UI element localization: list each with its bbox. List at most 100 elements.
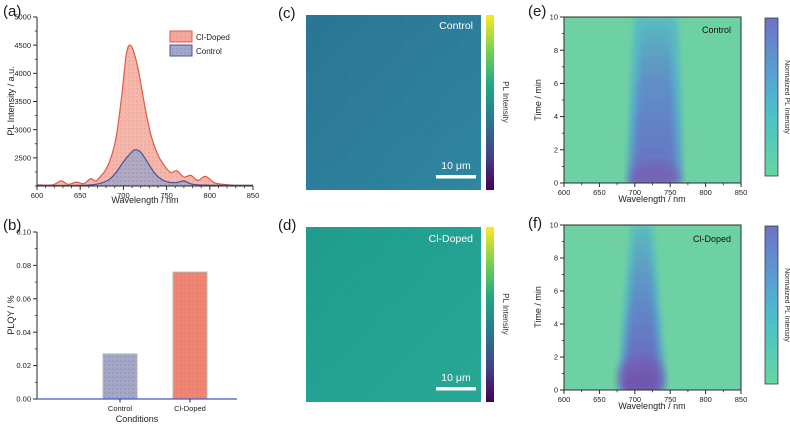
y-tick-label: 4000 bbox=[14, 69, 31, 78]
x-tick-label: 700 bbox=[629, 395, 642, 404]
y-tick-label: 4500 bbox=[14, 41, 31, 50]
scalebar-d-text: 10 μm bbox=[441, 372, 471, 384]
y-tick-label: 6 bbox=[554, 79, 558, 88]
colorbar-c-label: PL Intensity bbox=[501, 81, 510, 123]
y-tick-label: 3500 bbox=[14, 97, 31, 106]
colorbar-f-label: Normalized PL Intensity bbox=[783, 268, 790, 342]
panel-b-label: (b) bbox=[3, 217, 21, 234]
panel-e-label: (e) bbox=[528, 3, 546, 20]
x-tick-label: 800 bbox=[699, 395, 712, 404]
y-axis-title-f: Time / min bbox=[533, 286, 543, 328]
axis-ticks-e: 600 650 700 750 800 850 0 2 4 6 8 10 bbox=[550, 13, 748, 197]
panel-d-label: (d) bbox=[278, 217, 296, 234]
legend-swatch-control-dots bbox=[170, 45, 192, 56]
x-tick-label: 800 bbox=[204, 191, 217, 200]
spectra-series-group bbox=[36, 44, 254, 187]
panel-a-spectra: (a) 600 650 700 750 800 850 2500 3000 3500 4000 45… bbox=[3, 3, 259, 205]
y-tick-label: 8 bbox=[554, 46, 558, 55]
y-tick-label: 10 bbox=[550, 221, 558, 230]
colorbar-d-label: PL Intensity bbox=[501, 293, 510, 335]
colorbar-e-label: Normalized PL Intensity bbox=[783, 60, 790, 134]
y-tick-label: 2 bbox=[554, 353, 558, 362]
y-tick-label: 0 bbox=[554, 386, 558, 395]
x-tick-label: 750 bbox=[664, 395, 677, 404]
panel-f-label: (f) bbox=[528, 215, 542, 232]
image-c-condition-label: Control bbox=[439, 20, 473, 32]
curve-Control bbox=[36, 149, 254, 187]
y-tick-label: 3000 bbox=[14, 125, 31, 134]
colorbar-e bbox=[764, 17, 779, 177]
panel-e-heatmap-control: (e) Control 600 650 700 750 800 850 0 2 4 6 8 10 Wa… bbox=[528, 3, 790, 204]
microscopy-image-cl-doped-speckle bbox=[306, 227, 481, 402]
colorbar-f bbox=[764, 225, 779, 385]
legend-label-cl-doped: Cl-Doped bbox=[196, 33, 230, 42]
y-tick-label: 6 bbox=[554, 287, 558, 296]
panel-c-microscopy-control: (c) Control 10 μm PL Intensity bbox=[278, 5, 510, 190]
y-tick-label: 10 bbox=[550, 13, 558, 22]
y-tick-label: 4 bbox=[554, 112, 558, 121]
colorbar-c bbox=[486, 15, 494, 190]
y-tick-label: 0 bbox=[554, 179, 558, 188]
scalebar-c-text: 10 μm bbox=[441, 160, 471, 172]
heatmap-f-condition-label: Cl-Doped bbox=[693, 234, 731, 244]
axis-ticks-f: 600 650 700 750 800 850 0 2 4 6 8 10 bbox=[550, 221, 748, 404]
bar-dots-Cl-Doped bbox=[173, 272, 207, 399]
panel-f-heatmap-cl-doped: (f) Cl-Doped 600 650 700 750 800 850 0 2 4 6 8 10 W… bbox=[528, 215, 790, 411]
y-tick-label: 5000 bbox=[14, 13, 31, 22]
x-tick-label: 850 bbox=[735, 395, 748, 404]
legend-label-control: Control bbox=[196, 47, 222, 56]
legend-swatch-cl-doped-dots bbox=[170, 31, 192, 42]
image-d-condition-label: Cl-Doped bbox=[429, 233, 474, 245]
heatmap-f-band bbox=[618, 225, 666, 390]
x-tick-label: 600 bbox=[558, 188, 571, 197]
y-tick-label: 0.02 bbox=[16, 361, 31, 370]
panel-b-plqy: (b) 0.00 0.02 0.04 0.06 0.08 0.10 Control Cl-Do… bbox=[3, 217, 237, 424]
panel-d-microscopy-cl-doped: (d) Cl-Doped 10 μm PL Intensity bbox=[278, 217, 510, 402]
y-tick-label: 0.06 bbox=[16, 294, 31, 303]
x-tick-label: 650 bbox=[593, 395, 606, 404]
area-dots-Control bbox=[37, 149, 253, 186]
category-label: Cl-Doped bbox=[174, 404, 206, 413]
axis-ticks-a: 600 650 700 750 800 850 2500 3000 3500 4000 4500 50… bbox=[14, 13, 259, 200]
y-tick-label: 0.04 bbox=[16, 328, 31, 337]
axis-ticks-b: 0.00 0.02 0.04 0.06 0.08 0.10 Control Cl-Doped bbox=[16, 228, 205, 413]
y-axis-title-e: Time / min bbox=[533, 79, 543, 121]
scalebar-d bbox=[436, 387, 476, 391]
x-axis-title-b: Conditions bbox=[116, 414, 159, 424]
legend-a: Cl-Doped Control bbox=[169, 30, 230, 57]
y-tick-label: 4 bbox=[554, 320, 558, 329]
y-tick-label: 8 bbox=[554, 254, 558, 263]
x-tick-label: 600 bbox=[558, 395, 571, 404]
heatmap-e-condition-label: Control bbox=[702, 25, 731, 35]
x-axis-title-f: Wavelength / nm bbox=[618, 401, 685, 411]
microscopy-image-control-speckle bbox=[306, 15, 481, 190]
x-tick-label: 800 bbox=[699, 188, 712, 197]
colorbar-d bbox=[486, 227, 494, 402]
panel-c-label: (c) bbox=[278, 5, 296, 22]
y-axis-title-a: PL Intensity / a.u. bbox=[6, 66, 16, 135]
scalebar-c bbox=[436, 175, 476, 179]
y-tick-label: 0.00 bbox=[16, 395, 31, 404]
bar-dots-Control bbox=[103, 353, 137, 399]
y-axis-title-b: PLQY / % bbox=[6, 295, 16, 334]
bar-series-group bbox=[102, 271, 208, 400]
x-tick-label: 650 bbox=[593, 188, 606, 197]
x-tick-label: 700 bbox=[117, 191, 130, 200]
y-tick-label: 0.10 bbox=[16, 228, 31, 237]
curve-Cl-Doped bbox=[36, 44, 254, 186]
y-tick-label: 0.08 bbox=[16, 261, 31, 270]
y-tick-label: 2 bbox=[554, 145, 558, 154]
y-tick-label: 2500 bbox=[14, 153, 31, 162]
x-tick-label: 650 bbox=[74, 191, 87, 200]
x-axis-title-a: Wavelength / nm bbox=[111, 195, 178, 205]
panel-a-label: (a) bbox=[3, 3, 21, 20]
x-tick-label: 750 bbox=[664, 188, 677, 197]
x-axis-title-e: Wavelength / nm bbox=[618, 194, 685, 204]
heatmap-e-band bbox=[627, 17, 683, 183]
x-tick-label: 850 bbox=[735, 188, 748, 197]
x-tick-label: 850 bbox=[247, 191, 260, 200]
x-tick-label: 600 bbox=[31, 191, 44, 200]
x-tick-label: 700 bbox=[629, 188, 642, 197]
area-dots-Cl-Doped bbox=[37, 45, 253, 186]
